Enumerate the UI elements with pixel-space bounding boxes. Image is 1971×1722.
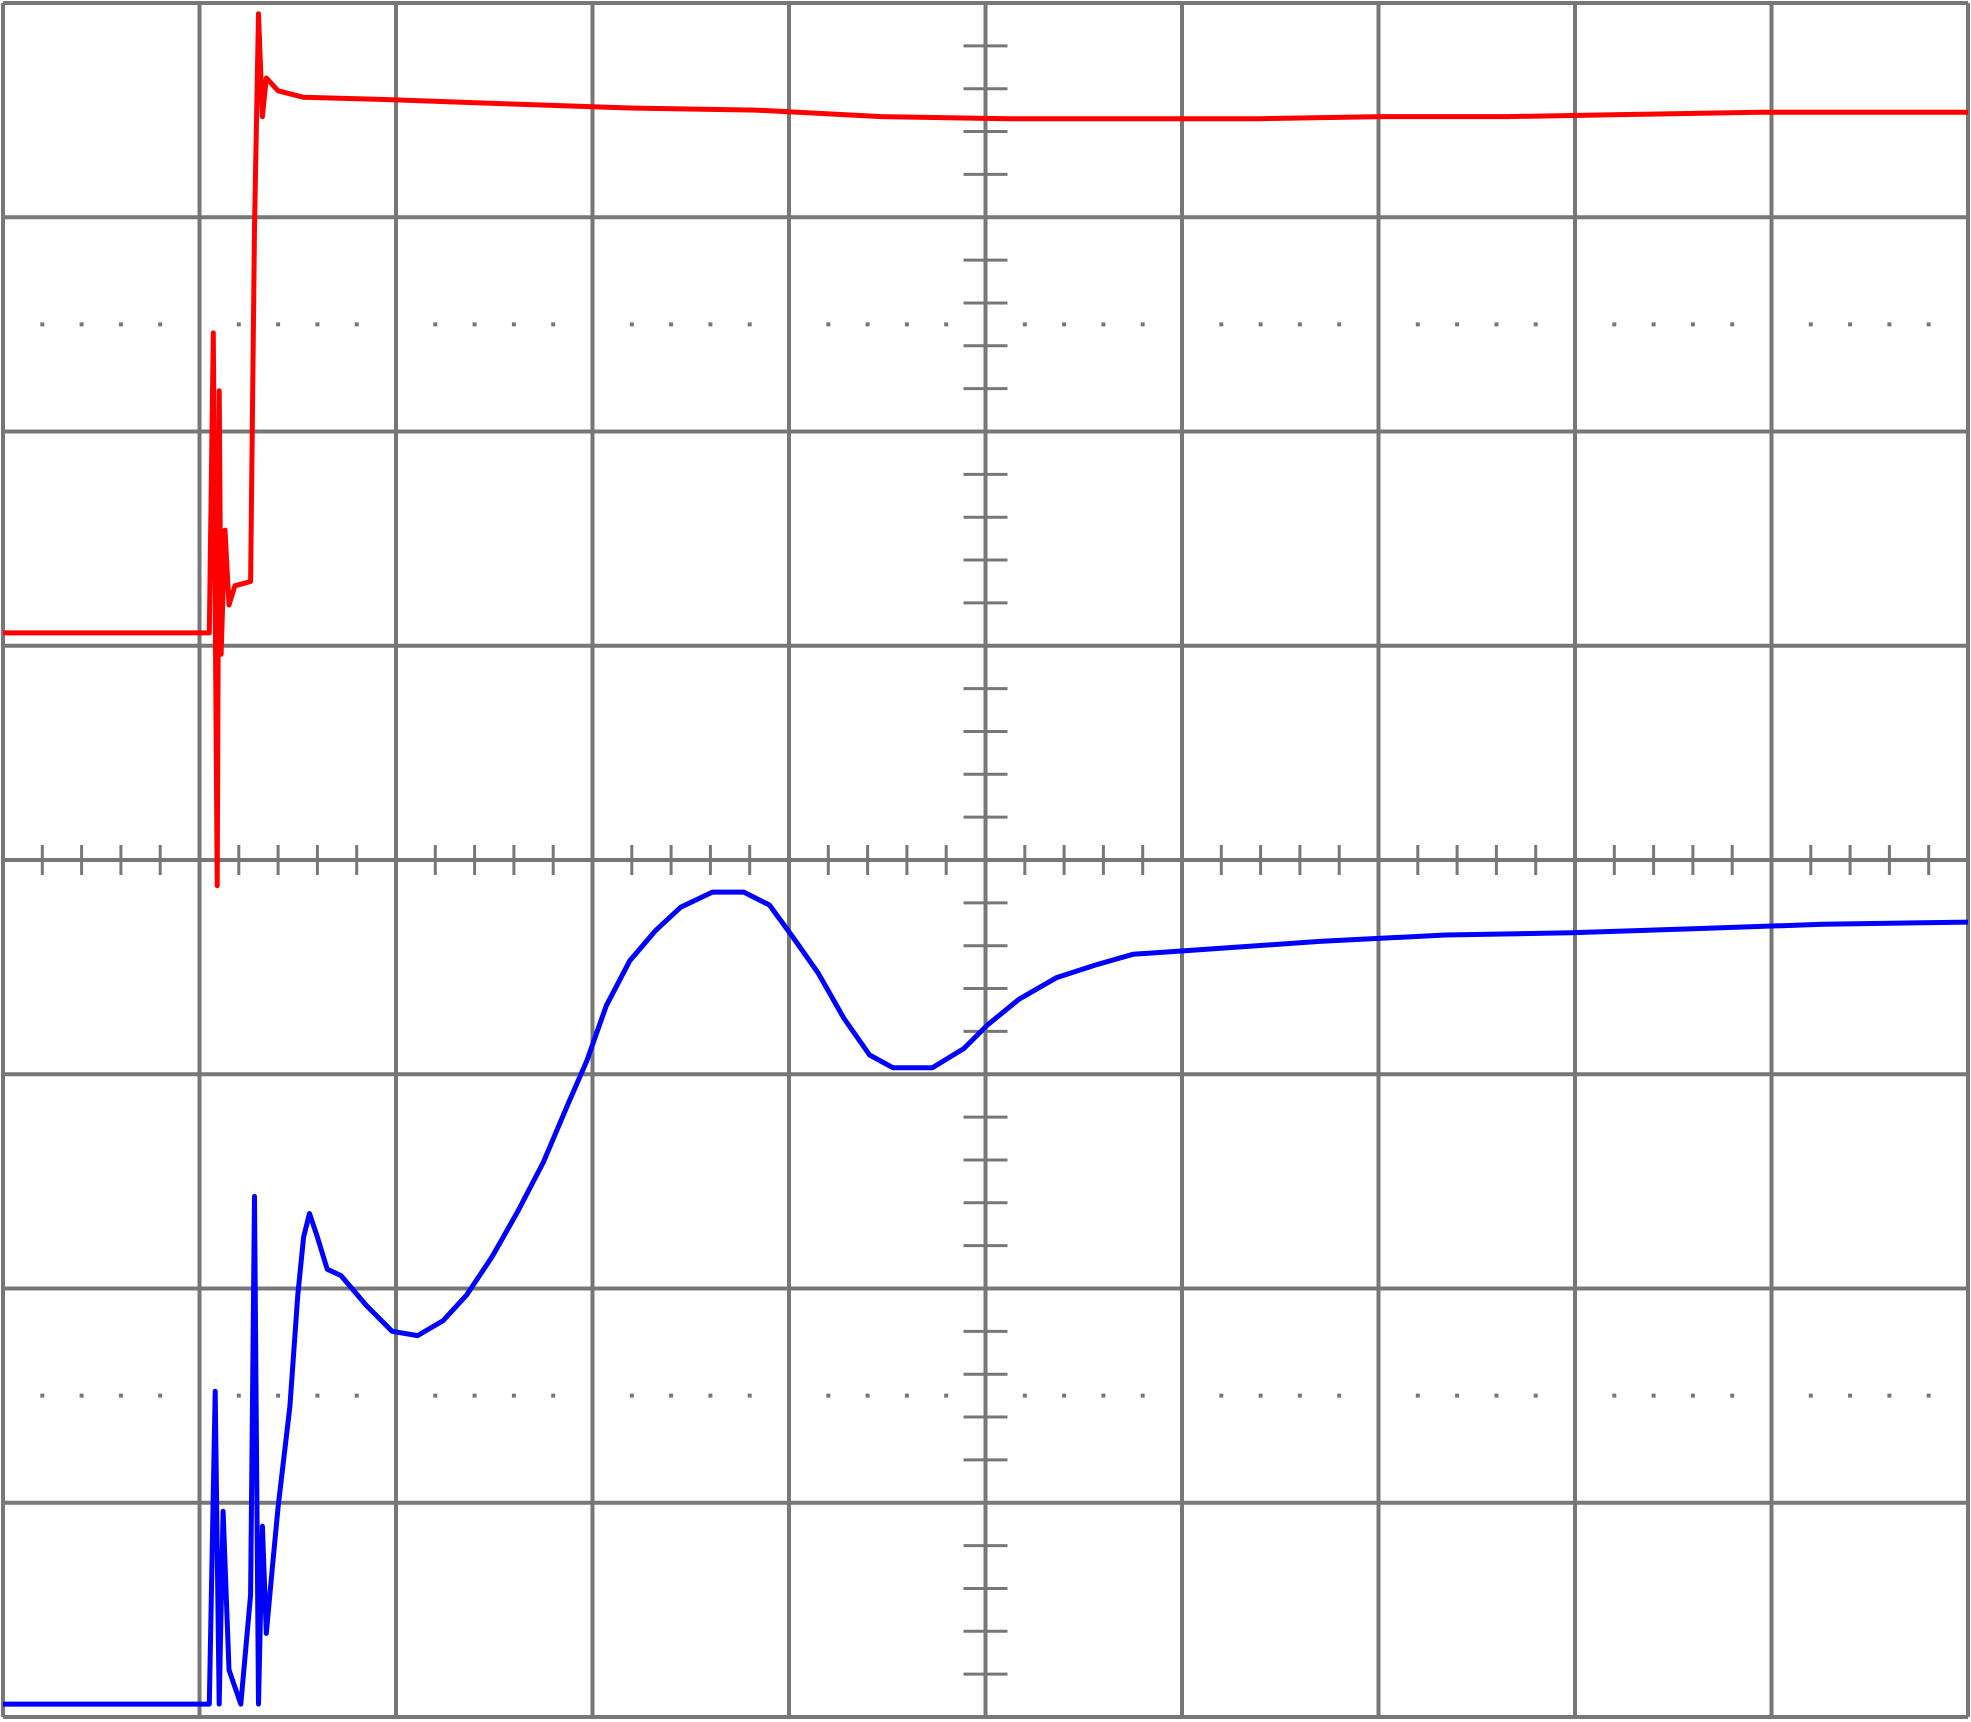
grid-dot xyxy=(1258,1393,1263,1398)
grid-dot xyxy=(40,1393,45,1398)
grid-dot xyxy=(747,322,752,327)
grid-dot xyxy=(669,322,674,327)
grid-dot xyxy=(708,322,713,327)
grid-dot xyxy=(158,322,163,327)
grid-dot xyxy=(1848,322,1853,327)
grid-dot xyxy=(1690,1393,1695,1398)
grid-dot xyxy=(236,322,241,327)
grid-dot xyxy=(511,1393,516,1398)
grid-dot xyxy=(118,322,123,327)
grid-dot xyxy=(629,1393,634,1398)
grid-dot xyxy=(276,322,281,327)
grid-dot xyxy=(1848,1393,1853,1398)
grid-dot xyxy=(315,1393,320,1398)
grid-dot xyxy=(1140,322,1145,327)
grid-dot xyxy=(1140,1393,1145,1398)
trace xyxy=(3,889,1969,1707)
grid-dot xyxy=(904,322,909,327)
grid-dot xyxy=(79,322,84,327)
grid-dot xyxy=(1062,1393,1067,1398)
grid-dot xyxy=(40,322,45,327)
grid-dot xyxy=(236,1393,241,1398)
grid-dot xyxy=(1101,1393,1106,1398)
grid-dot xyxy=(904,1393,909,1398)
grid-dot xyxy=(354,1393,359,1398)
grid-dot xyxy=(1337,322,1342,327)
grid-dot xyxy=(1219,1393,1224,1398)
grid-dot xyxy=(944,1393,949,1398)
grid-dot xyxy=(1101,322,1106,327)
grid-dot xyxy=(1808,322,1813,327)
grid-dot xyxy=(1258,322,1263,327)
grid-dot xyxy=(511,322,516,327)
grid-dot xyxy=(1297,1393,1302,1398)
grid-dot xyxy=(1297,322,1302,327)
grid-dot xyxy=(826,322,831,327)
grid-dot xyxy=(433,1393,438,1398)
grid-dot xyxy=(1808,1393,1813,1398)
grid-dot xyxy=(1612,322,1617,327)
grid-dot xyxy=(1887,1393,1892,1398)
grid-dot xyxy=(1455,1393,1460,1398)
grid-dot xyxy=(1494,322,1499,327)
grid-dot xyxy=(865,322,870,327)
trace xyxy=(3,11,1968,889)
grid-dot xyxy=(1455,322,1460,327)
grid-dot xyxy=(551,322,556,327)
grid-dot xyxy=(1415,322,1420,327)
grid-dot xyxy=(1533,1393,1538,1398)
grid-dot xyxy=(1887,322,1892,327)
grid-dot xyxy=(1690,322,1695,327)
grid-dot xyxy=(826,1393,831,1398)
grid-dot xyxy=(276,1393,281,1398)
grid-dot xyxy=(1926,322,1931,327)
grid-dot xyxy=(1219,322,1224,327)
grid-dot xyxy=(472,322,477,327)
grid-dot xyxy=(1651,1393,1656,1398)
grid-dot xyxy=(1337,1393,1342,1398)
grid-dot xyxy=(669,1393,674,1398)
grid-dot xyxy=(79,1393,84,1398)
grid-dot xyxy=(354,322,359,327)
grid-dot xyxy=(472,1393,477,1398)
grid-dot xyxy=(1494,1393,1499,1398)
grid-dot xyxy=(865,1393,870,1398)
grid-dot xyxy=(1022,322,1027,327)
grid-dot xyxy=(708,1393,713,1398)
grid-dot xyxy=(551,1393,556,1398)
grid-dot xyxy=(1926,1393,1931,1398)
grid-dot xyxy=(747,1393,752,1398)
grid-dot xyxy=(1612,1393,1617,1398)
grid-dot xyxy=(944,322,949,327)
grid-dot xyxy=(315,322,320,327)
grid-dot xyxy=(158,1393,163,1398)
grid-dot xyxy=(1533,322,1538,327)
grid-dot xyxy=(433,322,438,327)
grid-dot xyxy=(1730,1393,1735,1398)
grid-dot xyxy=(1651,322,1656,327)
grid-dot xyxy=(1062,322,1067,327)
grid-dot xyxy=(629,322,634,327)
grid-dot xyxy=(1730,322,1735,327)
grid-dot xyxy=(1022,1393,1027,1398)
grid-dot xyxy=(118,1393,123,1398)
grid-dot xyxy=(1415,1393,1420,1398)
